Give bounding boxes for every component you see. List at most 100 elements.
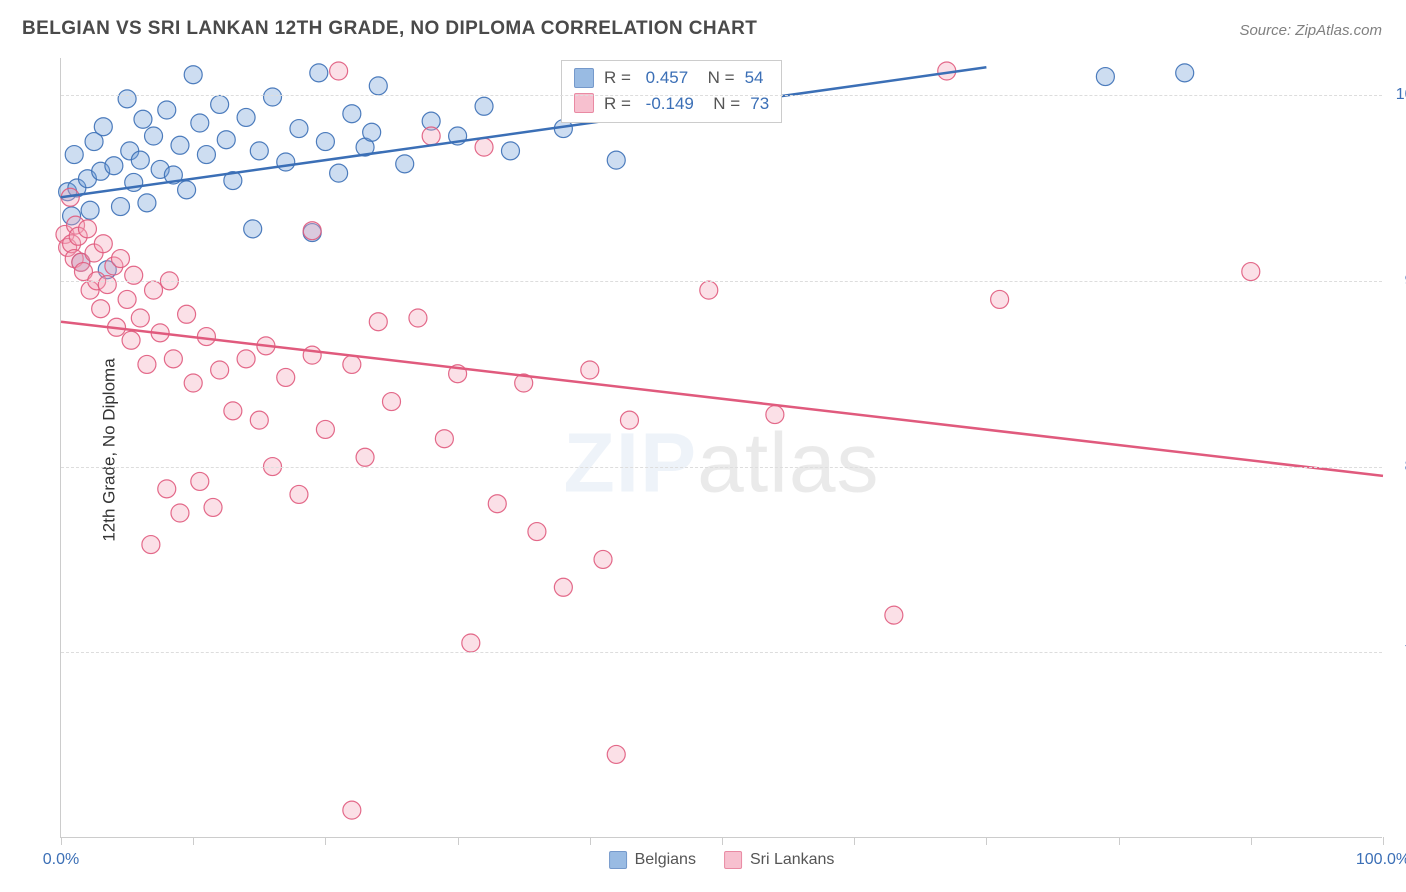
data-point bbox=[885, 606, 903, 624]
data-point bbox=[131, 151, 149, 169]
xtick bbox=[1383, 837, 1384, 845]
plot-area: ZIPatlas R = 0.457 N = 54 R = -0.149 N =… bbox=[60, 58, 1382, 838]
data-point bbox=[277, 153, 295, 171]
data-point bbox=[111, 198, 129, 216]
xtick-label: 0.0% bbox=[43, 851, 79, 869]
legend-bottom: Belgians Sri Lankans bbox=[609, 851, 835, 869]
chart-source: Source: ZipAtlas.com bbox=[1239, 22, 1382, 39]
stats-n-0: 54 bbox=[745, 65, 764, 91]
data-point bbox=[92, 300, 110, 318]
xtick-label: 100.0% bbox=[1356, 851, 1406, 869]
data-point bbox=[122, 331, 140, 349]
data-point bbox=[290, 120, 308, 138]
data-point bbox=[105, 157, 123, 175]
data-point bbox=[501, 142, 519, 160]
data-point bbox=[343, 355, 361, 373]
data-point bbox=[197, 328, 215, 346]
data-point bbox=[145, 281, 163, 299]
data-point bbox=[237, 108, 255, 126]
data-point bbox=[158, 480, 176, 498]
data-point bbox=[237, 350, 255, 368]
stats-swatch-0 bbox=[574, 68, 594, 88]
data-point bbox=[191, 472, 209, 490]
data-point bbox=[363, 123, 381, 141]
data-point bbox=[204, 498, 222, 516]
legend-label-0: Belgians bbox=[635, 851, 696, 869]
data-point bbox=[1242, 263, 1260, 281]
data-point bbox=[316, 420, 334, 438]
data-point bbox=[607, 745, 625, 763]
data-point bbox=[310, 64, 328, 82]
data-point bbox=[303, 346, 321, 364]
data-point bbox=[111, 250, 129, 268]
data-point bbox=[554, 578, 572, 596]
data-point bbox=[211, 361, 229, 379]
data-point bbox=[581, 361, 599, 379]
data-point bbox=[171, 504, 189, 522]
data-point bbox=[991, 290, 1009, 308]
data-point bbox=[65, 146, 83, 164]
stats-box: R = 0.457 N = 54 R = -0.149 N = 73 bbox=[561, 60, 782, 123]
data-point bbox=[217, 131, 235, 149]
data-point bbox=[138, 194, 156, 212]
data-point bbox=[290, 485, 308, 503]
stats-r-0: 0.457 bbox=[646, 65, 689, 91]
data-point bbox=[81, 201, 99, 219]
data-point bbox=[303, 222, 321, 240]
data-point bbox=[607, 151, 625, 169]
stats-n-label: N = bbox=[698, 65, 734, 91]
stats-swatch-1 bbox=[574, 93, 594, 113]
data-point bbox=[488, 495, 506, 513]
data-point bbox=[316, 133, 334, 151]
data-point bbox=[197, 146, 215, 164]
trend-line bbox=[61, 322, 1383, 476]
data-point bbox=[145, 127, 163, 145]
data-point bbox=[224, 402, 242, 420]
chart-container: BELGIAN VS SRI LANKAN 12TH GRADE, NO DIP… bbox=[0, 0, 1406, 892]
data-point bbox=[343, 801, 361, 819]
data-point bbox=[369, 77, 387, 95]
data-point bbox=[620, 411, 638, 429]
data-point bbox=[131, 309, 149, 327]
chart-title: BELGIAN VS SRI LANKAN 12TH GRADE, NO DIP… bbox=[22, 18, 757, 40]
data-point bbox=[1096, 68, 1114, 86]
gridline bbox=[61, 467, 1382, 468]
data-point bbox=[118, 90, 136, 108]
xtick bbox=[986, 837, 987, 845]
data-point bbox=[250, 142, 268, 160]
data-point bbox=[277, 368, 295, 386]
xtick bbox=[1119, 837, 1120, 845]
data-point bbox=[118, 290, 136, 308]
chart-svg bbox=[61, 58, 1382, 837]
data-point bbox=[178, 305, 196, 323]
data-point bbox=[766, 406, 784, 424]
data-point bbox=[383, 393, 401, 411]
data-point bbox=[396, 155, 414, 173]
stats-r-label: R = bbox=[604, 65, 636, 91]
stats-row-0: R = 0.457 N = 54 bbox=[574, 65, 769, 91]
xtick bbox=[722, 837, 723, 845]
data-point bbox=[369, 313, 387, 331]
data-point bbox=[330, 62, 348, 80]
xtick bbox=[325, 837, 326, 845]
xtick bbox=[61, 837, 62, 845]
xtick bbox=[458, 837, 459, 845]
legend-label-1: Sri Lankans bbox=[750, 851, 835, 869]
data-point bbox=[409, 309, 427, 327]
data-point bbox=[475, 97, 493, 115]
data-point bbox=[422, 127, 440, 145]
data-point bbox=[435, 430, 453, 448]
data-point bbox=[250, 411, 268, 429]
legend-swatch-1 bbox=[724, 851, 742, 869]
data-point bbox=[171, 136, 189, 154]
data-point bbox=[184, 66, 202, 84]
data-point bbox=[343, 105, 361, 123]
data-point bbox=[700, 281, 718, 299]
data-point bbox=[211, 95, 229, 113]
legend-item-1: Sri Lankans bbox=[724, 851, 835, 869]
data-point bbox=[191, 114, 209, 132]
xtick bbox=[193, 837, 194, 845]
xtick bbox=[854, 837, 855, 845]
ytick-label: 100.0% bbox=[1396, 86, 1406, 104]
legend-swatch-0 bbox=[609, 851, 627, 869]
